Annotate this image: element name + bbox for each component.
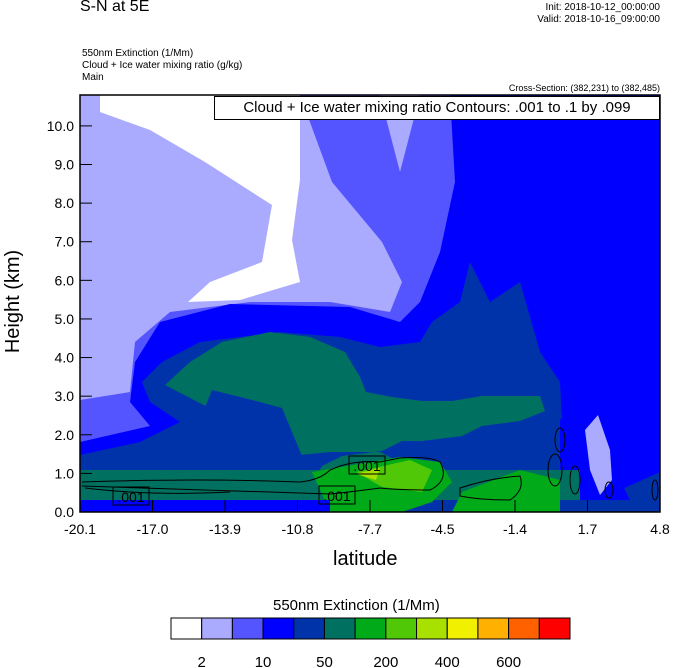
y-tick-label: 6.0	[55, 272, 75, 288]
x-tick-label: -13.9	[209, 521, 241, 537]
y-tick-label: 1.0	[55, 465, 75, 481]
contour-label: .001	[323, 488, 350, 504]
field-label-main: Main	[82, 72, 104, 83]
field-label-cloud: Cloud + Ice water mixing ratio (g/kg)	[82, 60, 243, 71]
colorbar-swatch	[170, 617, 203, 640]
y-tick-label: 10.0	[47, 118, 74, 134]
contour-label-box	[318, 485, 356, 505]
fill-level-1b	[585, 415, 612, 495]
fill-level-0	[100, 95, 300, 302]
colorbar-label: 200	[373, 654, 398, 668]
colorbar-label: 50	[316, 654, 333, 668]
colorbar-swatch	[477, 617, 510, 640]
colorbar-swatch	[323, 617, 356, 640]
colorbar-label: 10	[255, 654, 272, 668]
contour-line	[651, 479, 659, 501]
x-axis: -20.1 -17.0 -13.9 -10.8 -7.7 -4.5 -1.4 1.7 4.8	[64, 500, 670, 537]
contour-line	[569, 465, 581, 495]
fill-level-6b	[452, 470, 560, 512]
colorbar-swatch	[508, 617, 540, 640]
fill-level-4-hole	[200, 390, 302, 456]
colorbar-swatch	[231, 617, 264, 640]
fill-level-5	[80, 332, 560, 500]
colorbar-label: 600	[496, 654, 521, 668]
contour-line	[547, 453, 563, 487]
y-tick-label: 2.0	[55, 427, 75, 443]
fill-level-3-band	[80, 500, 330, 512]
x-tick-label: 4.8	[650, 521, 670, 537]
contour-info-box: Cloud + Ice water mixing ratio Contours:…	[214, 96, 660, 120]
cross-section-label: Cross-Section: (382,231) to (382,485)	[508, 83, 660, 93]
contour-line	[554, 427, 566, 453]
contour-line	[84, 487, 231, 494]
contour-label: .001	[117, 489, 144, 505]
y-tick-label: 8.0	[55, 195, 75, 211]
x-tick-label: -1.4	[503, 521, 527, 537]
colorbar-swatch	[201, 617, 233, 640]
colorbar-swatch	[293, 617, 325, 640]
y-tick-label: 9.0	[55, 157, 75, 173]
colorbar-label: 2	[198, 654, 206, 668]
y-tick-label: 0.0	[55, 504, 75, 520]
y-tick-label: 7.0	[55, 234, 75, 250]
contour-line	[81, 457, 444, 495]
fill-level-7	[356, 460, 432, 492]
y-tick-label: 4.0	[55, 350, 75, 366]
x-tick-label: -4.5	[430, 521, 454, 537]
colorbar-swatch	[385, 617, 418, 640]
colorbar-swatch	[354, 617, 387, 640]
init-time: Init: 2018-10-12_00:00:00	[545, 2, 660, 13]
line-contours	[81, 427, 659, 501]
y-tick-label: 5.0	[55, 311, 75, 327]
colorbar-title: 550nm Extinction (1/Mm)	[273, 597, 440, 614]
valid-time: Valid: 2018-10-16_09:00:00	[537, 14, 660, 25]
colorbar-swatch	[416, 617, 448, 640]
x-tick-label: -10.8	[282, 521, 314, 537]
plot-title: S-N at 5E	[80, 0, 150, 15]
y-tick-label: 3.0	[55, 388, 75, 404]
contour-label-box	[348, 455, 386, 475]
contour-line	[604, 481, 614, 499]
filled-contours	[80, 95, 660, 512]
y-axis-label: Height (km)	[2, 249, 25, 354]
contour-line	[459, 475, 522, 501]
colorbar-swatch	[446, 617, 479, 640]
contour-label: .001	[353, 458, 380, 474]
colorbar-label: 400	[435, 654, 460, 668]
x-tick-label: -17.0	[137, 521, 169, 537]
colorbar: 2 10 50 200 400 600	[170, 617, 571, 668]
x-tick-label: -20.1	[64, 521, 96, 537]
y-axis: 0.0 1.0 2.0 3.0 4.0 5.0 6.0 7.0 8.0 9.0 10.0	[47, 118, 92, 520]
contour-labels: .001.001.001	[112, 455, 386, 506]
x-tick-label: 1.7	[578, 521, 598, 537]
x-axis-label: latitude	[333, 548, 398, 570]
field-label-extinction: 550nm Extinction (1/Mm)	[82, 48, 194, 59]
colorbar-swatch	[262, 617, 295, 640]
colorbar-swatch	[538, 617, 571, 640]
contour-label-box	[112, 486, 150, 506]
x-tick-label: -7.7	[358, 521, 382, 537]
